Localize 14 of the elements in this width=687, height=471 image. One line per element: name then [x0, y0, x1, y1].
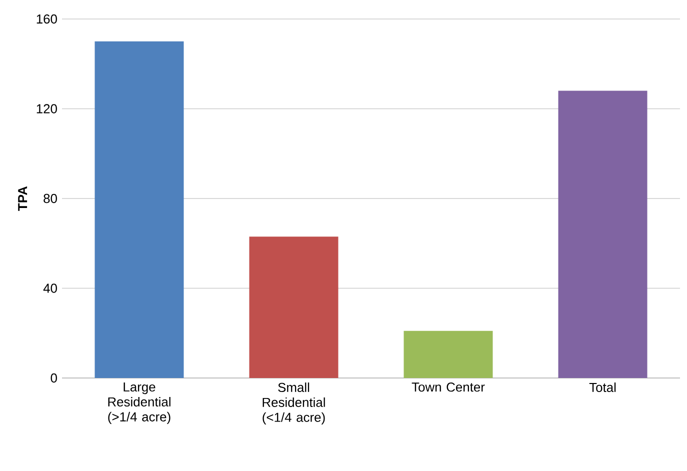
y-tick-label: 120: [36, 104, 57, 114]
bar: [249, 236, 338, 378]
y-axis-title: TPA: [18, 186, 28, 211]
y-tick-label: 160: [36, 14, 57, 24]
x-tick-label: Town Center: [412, 382, 485, 392]
bar: [94, 41, 184, 378]
x-tick-label: Small Residential (<1/4 acre): [262, 382, 325, 424]
bar: [404, 330, 493, 378]
y-tick-label: 40: [43, 284, 57, 293]
y-tick-label: 80: [44, 194, 57, 204]
x-tick-label: Large Residential (>1/4 acre): [108, 382, 170, 424]
y-tick-label: 0: [50, 373, 57, 383]
bar: [558, 90, 648, 378]
x-tick-label: Total: [589, 382, 616, 392]
